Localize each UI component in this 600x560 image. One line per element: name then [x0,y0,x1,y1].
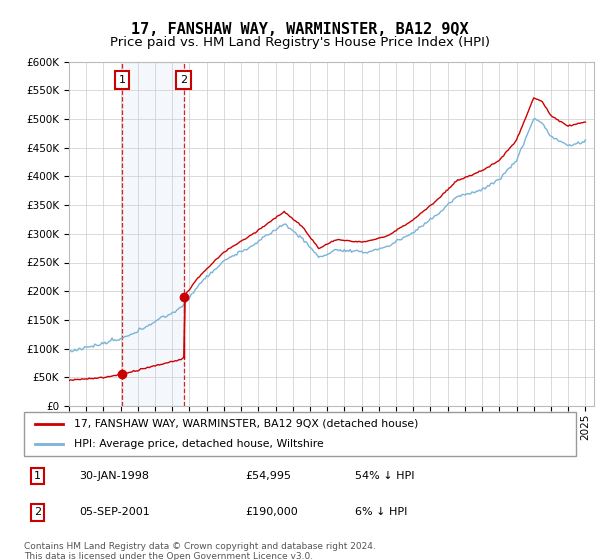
Text: £190,000: £190,000 [245,507,298,517]
Text: 6% ↓ HPI: 6% ↓ HPI [355,507,407,517]
FancyBboxPatch shape [24,412,576,456]
Text: 05-SEP-2001: 05-SEP-2001 [79,507,150,517]
Bar [122,62,184,406]
Text: 17, FANSHAW WAY, WARMINSTER, BA12 9QX (detached house): 17, FANSHAW WAY, WARMINSTER, BA12 9QX (d… [74,419,418,429]
Text: 30-JAN-1998: 30-JAN-1998 [79,471,149,481]
Text: 1: 1 [119,75,125,85]
Text: HPI: Average price, detached house, Wiltshire: HPI: Average price, detached house, Wilt… [74,439,323,449]
Text: 2: 2 [34,507,41,517]
Text: Price paid vs. HM Land Registry's House Price Index (HPI): Price paid vs. HM Land Registry's House … [110,36,490,49]
Text: 17, FANSHAW WAY, WARMINSTER, BA12 9QX: 17, FANSHAW WAY, WARMINSTER, BA12 9QX [131,22,469,38]
Text: 54% ↓ HPI: 54% ↓ HPI [355,471,415,481]
Text: 2: 2 [180,75,187,85]
Text: Contains HM Land Registry data © Crown copyright and database right 2024.
This d: Contains HM Land Registry data © Crown c… [24,542,376,560]
Text: 1: 1 [34,471,41,481]
Text: £54,995: £54,995 [245,471,291,481]
